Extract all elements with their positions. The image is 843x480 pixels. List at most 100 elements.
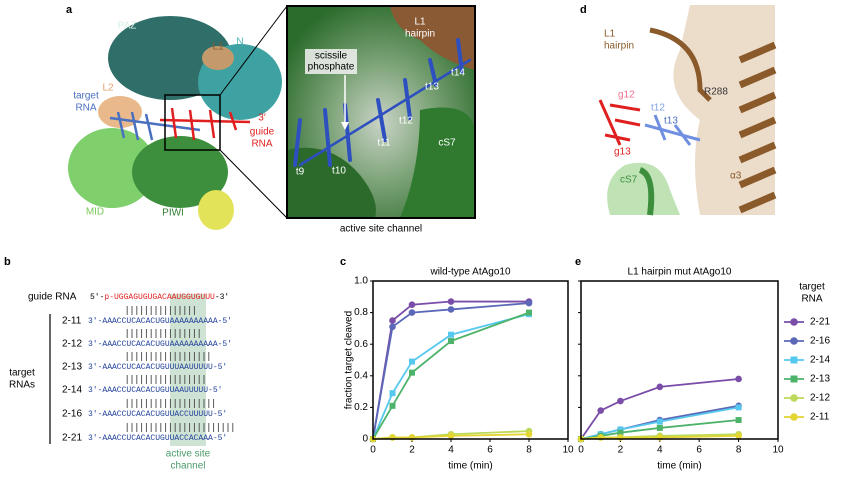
structure-label: target [73, 91, 99, 102]
inset-label: t9 [296, 167, 305, 178]
y-tick-label: 0.4 [354, 370, 368, 381]
data-point [735, 417, 742, 424]
data-point [735, 404, 742, 411]
structure-label: R288 [704, 87, 728, 98]
legend-title: RNA [801, 294, 822, 305]
structure-label: PIWI [162, 208, 184, 219]
inset-label: cS7 [438, 138, 456, 149]
inset-caption: active site channel [340, 224, 422, 235]
inset-label: t11 [377, 138, 391, 149]
target-name: 2-12 [62, 339, 82, 350]
target-sequence: 3′-AAACCUCACACUGUUAAUUUUU-5′ [88, 386, 222, 395]
y-tick-label: 0.2 [354, 402, 368, 413]
y-tick-label: 0.6 [354, 339, 368, 350]
data-point [408, 301, 416, 309]
target-sequence: 3′-AAACCUCACACUGUUUAAUUUUU-5′ [88, 363, 227, 372]
series-line [372, 302, 530, 440]
structure-label: hairpin [604, 41, 634, 52]
structure-label: α3 [730, 171, 742, 182]
x-tick-label: 6 [487, 445, 493, 456]
data-point [617, 426, 624, 433]
active-site-highlight [170, 294, 206, 446]
data-point [447, 298, 455, 305]
guide-sequence: 5′-p-UGGAGUGUGACAAUGGUGUUU-3′ [90, 293, 229, 302]
panel-letter: c [340, 256, 346, 268]
x-tick-label: 2 [409, 445, 415, 456]
panel-letter: e [575, 256, 581, 268]
chart-title: L1 hairpin mut AtAgo10 [628, 267, 732, 278]
structure-label: 3′ [258, 113, 266, 124]
x-tick-label: 8 [736, 445, 742, 456]
structure-label: RNA [251, 139, 272, 150]
base-pairing [125, 423, 237, 432]
legend-marker [790, 413, 798, 421]
structure-label: RNA [75, 103, 96, 114]
legend-label: 2-13 [810, 374, 830, 385]
base-pairing [125, 375, 207, 384]
data-point [656, 418, 663, 425]
legend-marker [790, 337, 798, 345]
legend-marker [790, 375, 798, 383]
inset-label: L1 [414, 17, 426, 28]
x-tick-label: 0 [370, 445, 376, 456]
data-point [389, 317, 396, 324]
sequence-part: 5′- [90, 293, 104, 302]
legend-marker [790, 356, 798, 364]
inset-label: t13 [425, 82, 439, 93]
data-point [448, 331, 454, 338]
target-name: 2-16 [62, 409, 82, 420]
data-point [735, 375, 742, 383]
plot-frame [580, 280, 779, 440]
x-tick-label: 10 [772, 445, 784, 456]
legend-label: 2-21 [810, 317, 830, 328]
channel-label: channel [170, 461, 205, 472]
x-tick-label: 6 [696, 445, 702, 456]
data-point [735, 432, 742, 440]
x-tick-label: 4 [657, 445, 663, 456]
target-sequence: 3′-AAACCUCACACUGUAAAAAAAAAA-5′ [88, 317, 232, 326]
x-tick-label: 10 [562, 445, 574, 456]
legend-title: target [799, 282, 825, 293]
data-point [448, 338, 454, 345]
data-point [656, 383, 664, 391]
x-axis-label: time (min) [448, 461, 492, 472]
data-point [447, 306, 455, 313]
structure-label: t12 [651, 103, 665, 114]
base-pairing [125, 306, 197, 315]
structure-label: L1 [212, 42, 224, 53]
data-point [408, 309, 416, 316]
chart-title: wild-type AtAgo10 [429, 267, 510, 278]
legend-marker [790, 318, 798, 326]
panel-letter: a [66, 4, 73, 16]
data-point [526, 309, 532, 316]
data-point [389, 402, 396, 409]
x-tick-label: 8 [526, 445, 532, 456]
structure-label: cS7 [620, 175, 638, 186]
data-point [409, 358, 415, 365]
base-pairing [125, 329, 202, 338]
guide-label: guide RNA [28, 292, 77, 303]
legend-label: 2-12 [810, 393, 830, 404]
series-line [372, 311, 530, 440]
inset-label: hairpin [405, 29, 435, 40]
data-point [447, 432, 455, 440]
data-point [409, 369, 415, 376]
data-point [656, 424, 663, 431]
data-point [617, 397, 624, 405]
inset-structure [286, 5, 476, 219]
target-sequence: 3′-AAACCUCACACUGUAAAAAAAAAA-5′ [88, 340, 232, 349]
x-tick-label: 2 [618, 445, 624, 456]
x-tick-label: 4 [448, 445, 454, 456]
data-point [389, 323, 396, 331]
inset-label: t14 [451, 68, 465, 79]
structure-label: L2 [102, 83, 114, 94]
protein-structure [68, 5, 288, 230]
panel-letter: b [4, 256, 11, 268]
target-name: 2-11 [62, 316, 82, 327]
structure-label: g13 [614, 147, 631, 158]
structure-label: t13 [664, 116, 678, 127]
x-axis-label: time (min) [657, 461, 701, 472]
y-tick-label: 1.0 [354, 276, 368, 287]
